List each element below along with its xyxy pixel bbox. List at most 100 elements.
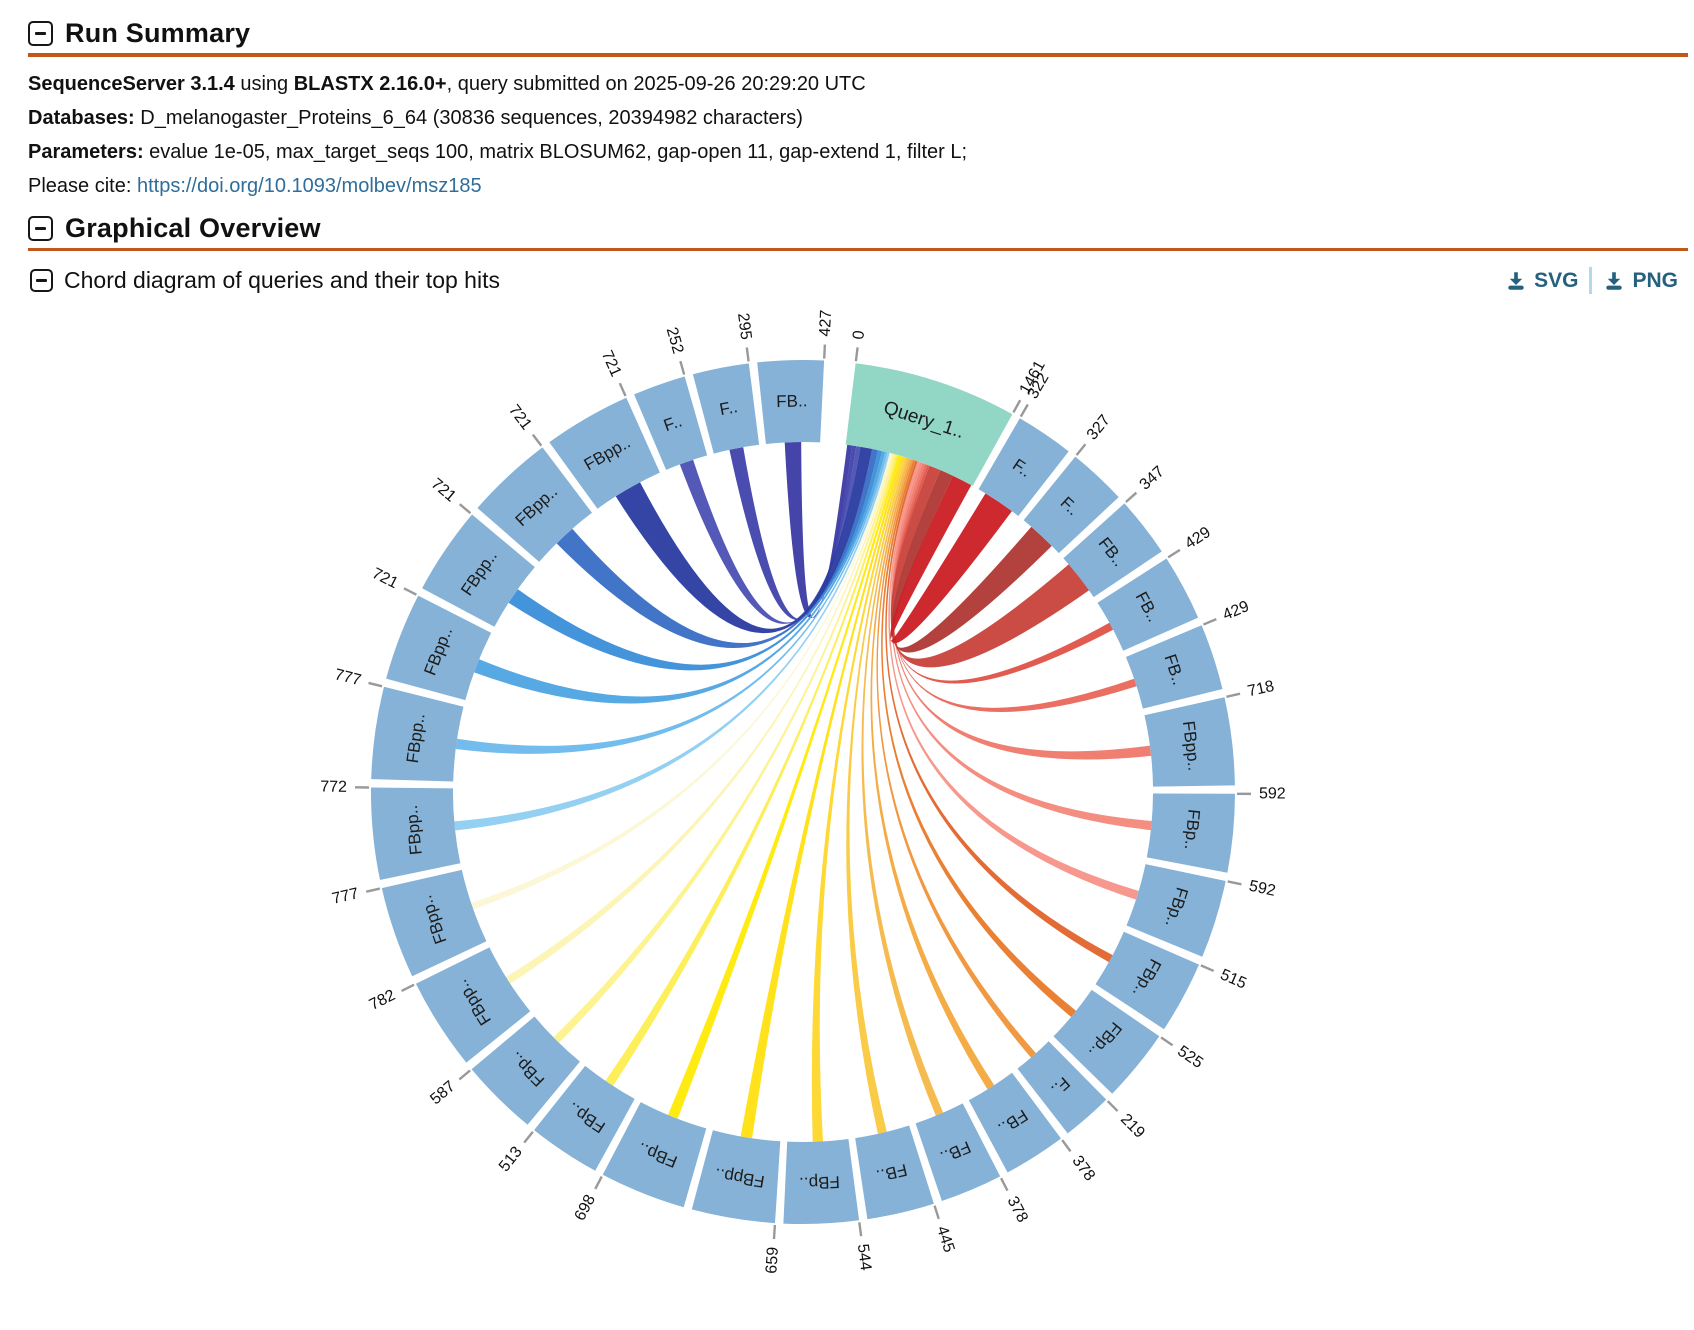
parameters-line: Parameters: evalue 1e-05, max_target_seq… bbox=[28, 136, 1688, 169]
download-png-button[interactable]: PNG bbox=[1603, 269, 1678, 293]
chord-panel-title: Chord diagram of queries and their top h… bbox=[64, 267, 500, 293]
cite-label: Please cite: bbox=[28, 174, 137, 197]
tick-mark bbox=[1125, 491, 1138, 503]
chord-ribbon[interactable] bbox=[556, 448, 878, 649]
chord-ribbon[interactable] bbox=[784, 442, 853, 619]
minus-icon bbox=[35, 226, 46, 230]
tick-mark bbox=[1160, 1036, 1174, 1047]
arc-label: FB.. bbox=[776, 391, 808, 411]
tick-mark bbox=[403, 587, 417, 596]
hit-arc[interactable] bbox=[691, 1130, 781, 1224]
hit-arc[interactable] bbox=[855, 1125, 934, 1220]
tick-label: 721 bbox=[505, 402, 535, 434]
run-summary-header: Run Summary bbox=[28, 18, 1688, 49]
tick-label: 544 bbox=[854, 1243, 874, 1272]
hit-arc[interactable] bbox=[1017, 1041, 1107, 1134]
tick-mark bbox=[1202, 618, 1217, 626]
hit-arc[interactable] bbox=[386, 595, 492, 701]
tick-label: 777 bbox=[333, 666, 363, 689]
hit-arc[interactable] bbox=[1053, 989, 1160, 1094]
tick-label: 429 bbox=[1220, 598, 1251, 624]
parameters-value: evalue 1e-05, max_target_seqs 100, matri… bbox=[143, 140, 968, 163]
arc-label: FBp.. bbox=[799, 1172, 840, 1193]
chord-ribbon[interactable] bbox=[811, 456, 906, 1142]
chord-diagram-svg: Query_1..01461F..322F..327FB..347FB..429… bbox=[320, 309, 1286, 1274]
hit-arc[interactable] bbox=[602, 1102, 707, 1208]
chord-ribbon[interactable] bbox=[890, 465, 1090, 668]
tick-label: 445 bbox=[933, 1224, 957, 1255]
hit-arc[interactable] bbox=[978, 418, 1069, 516]
tick-label: 327 bbox=[1084, 412, 1114, 444]
chord-ribbon[interactable] bbox=[729, 445, 857, 620]
tick-mark bbox=[1019, 403, 1029, 418]
chord-ribbon[interactable] bbox=[892, 463, 1137, 712]
hit-arc[interactable] bbox=[422, 514, 535, 627]
hit-arc[interactable] bbox=[968, 1072, 1061, 1173]
tick-mark bbox=[858, 1222, 863, 1237]
collapse-icon[interactable] bbox=[28, 215, 53, 241]
hit-arc[interactable] bbox=[783, 1139, 860, 1225]
tick-mark bbox=[594, 1175, 603, 1190]
tick-label: 347 bbox=[1137, 463, 1168, 494]
hit-arc[interactable] bbox=[1095, 931, 1200, 1030]
tick-label: 252 bbox=[663, 325, 687, 355]
minus-icon bbox=[35, 32, 46, 35]
tick-mark bbox=[1012, 399, 1022, 413]
hit-arc[interactable] bbox=[1023, 456, 1119, 554]
download-svg-button[interactable]: SVG bbox=[1505, 269, 1578, 293]
hit-arc[interactable] bbox=[915, 1103, 1001, 1201]
hit-arc[interactable] bbox=[1144, 697, 1235, 787]
hit-arc[interactable] bbox=[371, 686, 464, 782]
doi-link[interactable]: https://doi.org/10.1093/molbev/msz185 bbox=[136, 174, 482, 197]
download-buttons: SVG PNG bbox=[1505, 267, 1678, 294]
download-icon bbox=[1606, 271, 1623, 290]
hit-arc[interactable] bbox=[1126, 864, 1226, 957]
program-name: SequenceServer 3.1.4 bbox=[28, 72, 235, 95]
chord-ribbon[interactable] bbox=[740, 455, 903, 1139]
tick-mark bbox=[1000, 1177, 1009, 1192]
hit-arc[interactable] bbox=[1063, 503, 1162, 598]
hit-arc[interactable] bbox=[757, 359, 825, 444]
tick-mark bbox=[1200, 964, 1215, 973]
tick-mark bbox=[523, 1130, 534, 1144]
tick-label: 698 bbox=[572, 1192, 599, 1224]
tick-label: 777 bbox=[330, 885, 360, 908]
hit-arc[interactable] bbox=[1097, 558, 1199, 651]
tick-label: 721 bbox=[598, 348, 624, 379]
download-icon bbox=[1508, 271, 1524, 290]
hit-arc[interactable] bbox=[549, 397, 660, 509]
chord-diagram: Query_1.. 0 1461 F.. 322 F.. 327 FB.. 347 FB.. 429… bbox=[28, 294, 1688, 1299]
graphical-overview-title: Graphical Overview bbox=[65, 212, 321, 243]
query-arc[interactable] bbox=[845, 363, 1013, 486]
tick-mark bbox=[458, 1069, 471, 1081]
hit-arc[interactable] bbox=[370, 787, 461, 880]
hit-arc[interactable] bbox=[634, 376, 708, 470]
collapse-icon[interactable] bbox=[28, 21, 53, 46]
tick-mark bbox=[1061, 1139, 1072, 1153]
tick-mark bbox=[933, 1205, 940, 1220]
tick-mark bbox=[772, 1225, 777, 1240]
databases-value: D_melanogaster_Proteins_6_64 (30836 sequ… bbox=[134, 106, 803, 129]
chord-ribbon[interactable] bbox=[890, 475, 1012, 644]
hit-arc[interactable] bbox=[1125, 625, 1223, 709]
button-separator bbox=[1589, 267, 1593, 294]
tick-label: 721 bbox=[369, 565, 401, 592]
hit-arc[interactable] bbox=[692, 363, 760, 454]
chord-ribbon[interactable] bbox=[474, 451, 886, 704]
hit-arc[interactable] bbox=[534, 1065, 635, 1171]
collapse-icon[interactable] bbox=[30, 269, 53, 292]
tick-label: 718 bbox=[1246, 678, 1276, 700]
tick-label: 587 bbox=[427, 1078, 458, 1108]
chord-ribbon[interactable] bbox=[891, 470, 1052, 653]
program-line: SequenceServer 3.1.4 using BLASTX 2.16.0… bbox=[28, 72, 866, 95]
hit-arc[interactable] bbox=[415, 947, 531, 1063]
hit-arc[interactable] bbox=[381, 869, 487, 977]
hit-arc[interactable] bbox=[1146, 793, 1235, 873]
tick-label: 659 bbox=[763, 1246, 782, 1274]
hit-arc[interactable] bbox=[471, 1016, 580, 1125]
chord-ribbon[interactable] bbox=[615, 446, 873, 634]
tick-label: 295 bbox=[734, 312, 754, 341]
chord-ribbon[interactable] bbox=[679, 446, 861, 624]
tick-mark bbox=[368, 681, 383, 688]
hit-arc[interactable] bbox=[477, 447, 592, 562]
